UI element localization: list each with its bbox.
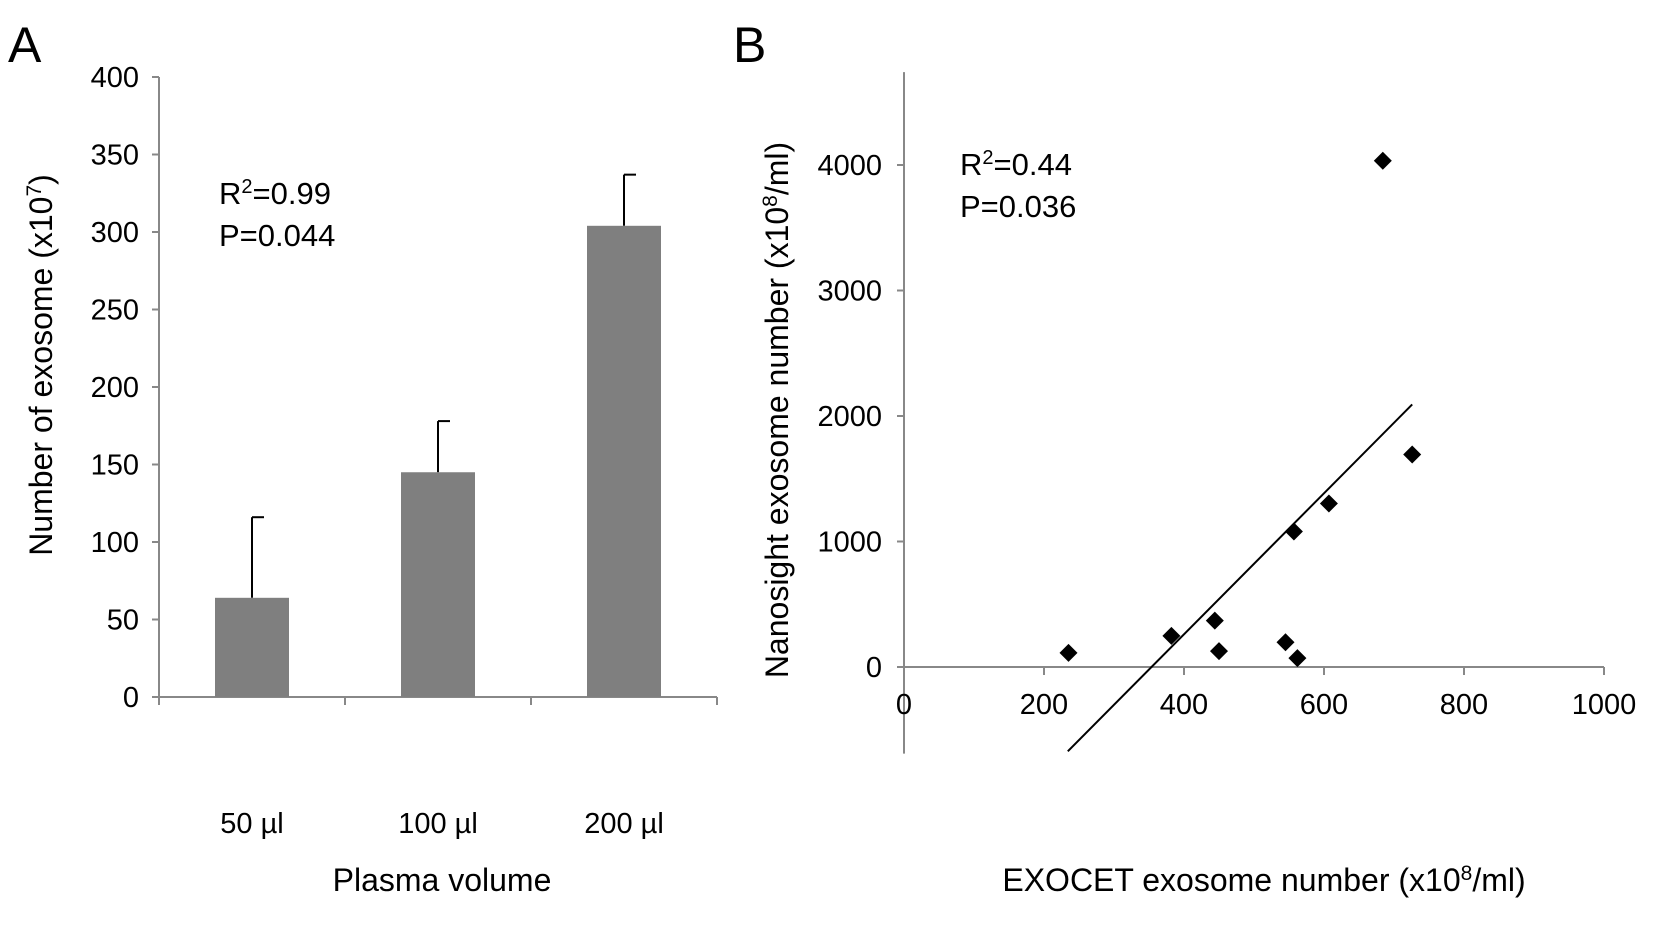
x-tick-label: 400 bbox=[1160, 689, 1208, 721]
y-tick-label: 150 bbox=[91, 450, 139, 482]
panel-a-r2: R2=0.99 bbox=[219, 176, 331, 211]
x-tick-label: 1000 bbox=[1572, 689, 1637, 721]
y-tick-label: 300 bbox=[91, 217, 139, 249]
data-point bbox=[1373, 151, 1392, 170]
bar bbox=[215, 597, 289, 697]
panel-a-label: A bbox=[8, 17, 42, 73]
data-point bbox=[1284, 522, 1303, 541]
panel-a-y-label: Number of exosome (x107) bbox=[23, 174, 59, 556]
y-tick-label: 350 bbox=[91, 140, 139, 172]
data-point bbox=[1276, 633, 1295, 652]
y-tick-label: 0 bbox=[866, 652, 882, 684]
panel-a: A 0 50 100 150 200 250 300 350 400 50 µl 100 µl 200… bbox=[8, 17, 718, 898]
data-point bbox=[1288, 649, 1307, 668]
y-tick-label: 200 bbox=[91, 372, 139, 404]
x-tick-label: 100 µl bbox=[398, 808, 478, 840]
y-tick-label: 250 bbox=[91, 295, 139, 327]
y-tick-label: 2000 bbox=[817, 401, 882, 433]
bar bbox=[401, 472, 475, 697]
x-tick-label: 0 bbox=[896, 689, 912, 721]
x-tick-label: 50 µl bbox=[220, 808, 283, 840]
bar bbox=[587, 225, 661, 698]
y-tick-label: 0 bbox=[123, 682, 139, 714]
y-tick-label: 4000 bbox=[817, 150, 882, 182]
data-point bbox=[1319, 494, 1338, 513]
panel-b-axes: 0 1000 2000 3000 4000 0 200 400 600 800 1000 bbox=[817, 72, 1637, 754]
y-tick-label: 50 bbox=[107, 605, 139, 637]
data-point bbox=[1403, 445, 1422, 464]
panel-b: B 0 1000 2000 3000 4000 0 200 400 600 800 1000 R2=… bbox=[733, 17, 1636, 898]
panel-a-axes: 0 50 100 150 200 250 300 350 400 50 µl 100 µl 200 µ… bbox=[91, 62, 718, 840]
panel-a-bars bbox=[215, 173, 661, 698]
data-point bbox=[1210, 642, 1228, 661]
y-tick-label: 100 bbox=[91, 527, 139, 559]
y-tick-label: 1000 bbox=[817, 527, 882, 559]
x-tick-label: 800 bbox=[1440, 689, 1488, 721]
panel-b-marks bbox=[1059, 151, 1422, 753]
panel-b-x-label: EXOCET exosome number (x108/ml) bbox=[1002, 862, 1525, 898]
panel-b-y-label: Nanosight exosome number (x108/ml) bbox=[759, 142, 795, 678]
panel-b-r2: R2=0.44 bbox=[960, 147, 1072, 182]
data-point bbox=[1162, 626, 1181, 645]
x-tick-label: 600 bbox=[1300, 689, 1348, 721]
data-point bbox=[1059, 643, 1078, 662]
trendline bbox=[1067, 403, 1413, 753]
x-tick-label: 200 µl bbox=[584, 808, 664, 840]
y-tick-label: 3000 bbox=[817, 276, 882, 308]
x-tick-label: 200 bbox=[1020, 689, 1068, 721]
panel-b-label: B bbox=[733, 17, 766, 73]
data-point bbox=[1205, 611, 1224, 630]
panel-a-p-value: P=0.044 bbox=[219, 218, 335, 253]
panel-b-p-value: P=0.036 bbox=[960, 189, 1076, 224]
y-tick-label: 400 bbox=[91, 62, 139, 94]
panel-a-x-label: Plasma volume bbox=[333, 862, 552, 898]
